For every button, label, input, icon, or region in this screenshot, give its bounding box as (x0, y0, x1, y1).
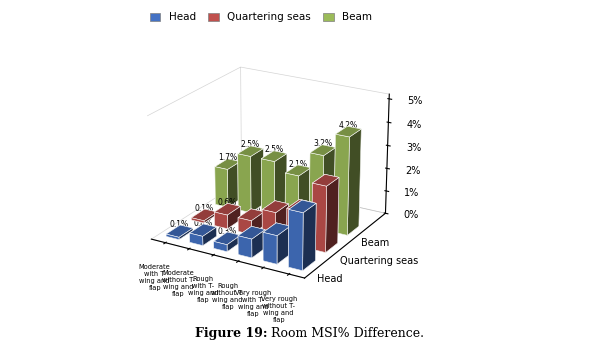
Text: Room MSI% Difference.: Room MSI% Difference. (267, 327, 424, 340)
Legend: Head, Quartering seas, Beam: Head, Quartering seas, Beam (150, 12, 372, 22)
Text: Figure 19:: Figure 19: (195, 327, 267, 340)
